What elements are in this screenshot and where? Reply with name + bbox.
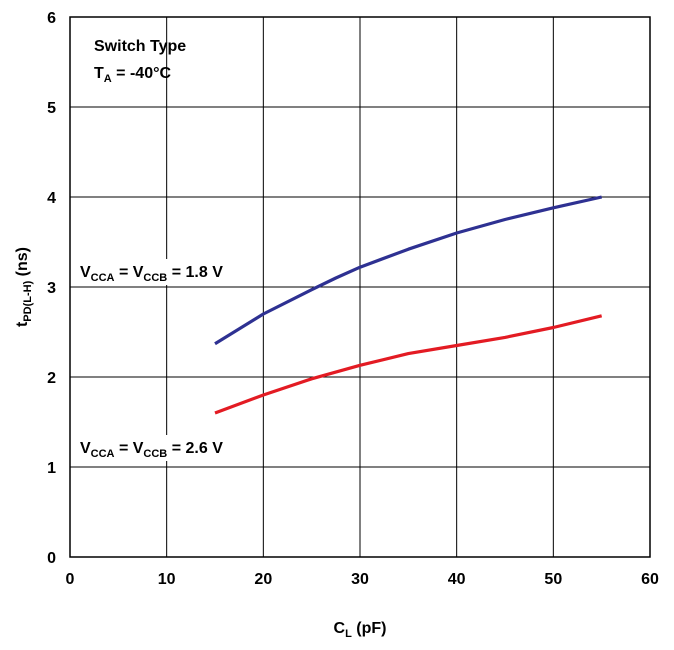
x-tick-label-5: 50 — [544, 571, 562, 588]
condition-annotation: Switch Type TA = -40°C — [94, 38, 186, 85]
y-tick-label-6: 6 — [47, 10, 56, 27]
x-tick-label-0: 0 — [66, 571, 75, 588]
x-tick-labels: 0 10 20 30 40 50 60 — [66, 571, 659, 588]
series-group — [214, 195, 603, 415]
x-axis-label: CL (pF) — [334, 620, 387, 640]
x-tick-label-2: 20 — [254, 571, 272, 588]
annotation-line-1: TA = -40°C — [94, 65, 171, 85]
series-label-0: VCCA = VCCB = 1.8 V — [80, 264, 223, 284]
annotation-line-0: Switch Type — [94, 38, 186, 55]
y-tick-label-5: 5 — [47, 100, 56, 117]
series-labels: VCCA = VCCB = 1.8 V VCCA = VCCB = 2.6 V — [76, 259, 230, 461]
plot-frame — [69, 16, 651, 558]
y-tick-label-1: 1 — [47, 460, 56, 477]
y-tick-label-0: 0 — [47, 550, 56, 567]
x-tick-label-3: 30 — [351, 571, 369, 588]
series-label-bg-0 — [76, 259, 230, 285]
grid — [69, 16, 651, 558]
series-line-0 — [214, 195, 603, 346]
x-tick-label-1: 10 — [158, 571, 176, 588]
y-axis-label: tPD(L-H) (ns) — [14, 247, 34, 327]
x-tick-label-6: 60 — [641, 571, 659, 588]
y-tick-label-4: 4 — [47, 190, 56, 207]
y-tick-labels: 0 1 2 3 4 5 6 — [47, 10, 56, 567]
series-label-1: VCCA = VCCB = 2.6 V — [80, 440, 223, 460]
series-label-bg-1 — [76, 435, 230, 461]
y-tick-label-2: 2 — [47, 370, 56, 387]
x-tick-label-4: 40 — [448, 571, 466, 588]
series-line-1 — [214, 314, 603, 415]
y-tick-label-3: 3 — [47, 280, 56, 297]
